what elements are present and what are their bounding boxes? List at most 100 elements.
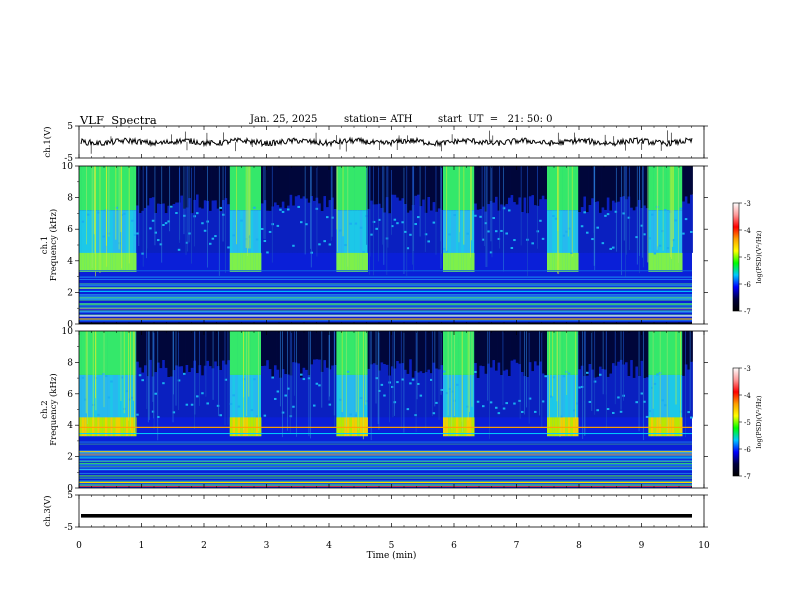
spectrogram-emission-band: [549, 252, 553, 272]
spectrogram-mid-band: [123, 210, 127, 272]
spectrogram-high-band: [349, 331, 353, 375]
spectrogram-quiet-region: [203, 200, 207, 253]
spectrogram-speckle: [575, 402, 579, 405]
spectrogram-quiet-region: [328, 369, 332, 418]
spectrogram-dark-region: [388, 331, 392, 376]
spectrogram-emission-band: [125, 252, 129, 272]
spectrogram-emission-band: [669, 252, 673, 272]
spectrogram-quiet-region: [196, 194, 199, 253]
colorbar-ch2: [732, 367, 740, 477]
spectrogram-high-band: [471, 331, 475, 375]
spectrogram-quiet-region: [162, 203, 166, 253]
spectrogram-quiet-region: [401, 363, 405, 418]
spectrogram-mid-band: [107, 374, 111, 437]
spectrogram-speckle: [159, 243, 163, 246]
spectrogram-emission-band: [349, 252, 353, 272]
spectrogram-dark-region: [534, 166, 537, 206]
spectrogram-dark-region: [268, 331, 272, 370]
y-tick-label: 2: [67, 288, 73, 298]
spectrogram-high-band: [354, 166, 358, 211]
colorbar-label: log(PSD)(V²/Hz): [755, 230, 763, 283]
spectrogram-mid-band: [648, 374, 652, 437]
spectrogram-line: [79, 290, 692, 292]
spectrogram-dark-region: [209, 331, 212, 367]
spectrogram-dark-region: [409, 166, 413, 211]
spectrogram-mid-band: [349, 210, 353, 272]
spectrogram-speckle: [141, 252, 144, 255]
spectrogram-speckle: [643, 400, 646, 403]
spectrogram-quiet-region: [323, 360, 327, 418]
spectrogram-speckle: [495, 230, 498, 233]
spectrogram-speckle: [84, 398, 87, 401]
spectrogram-quiet-region: [427, 197, 431, 253]
spectrogram-high-band: [125, 166, 129, 211]
spectrogram-dark-region: [406, 166, 410, 213]
spectrogram-dark-region: [326, 331, 329, 368]
spectrogram-quiet-region: [599, 366, 602, 418]
spectrogram-high-band: [443, 331, 446, 375]
spectrogram-dark-region: [508, 166, 511, 198]
spectrogram-high-band: [86, 166, 90, 211]
spectrogram-high-band: [570, 331, 574, 375]
spectrogram-mid-band: [677, 374, 680, 437]
spectrogram-dark-region: [521, 166, 524, 213]
spectrogram-dark-region: [367, 166, 371, 209]
spectrogram-dark-region: [404, 331, 407, 370]
spectrogram-mid-band: [102, 210, 106, 272]
spectrogram-dark-region: [331, 166, 335, 198]
spectrogram-mid-band: [112, 210, 116, 272]
spectrogram-quiet-region: [313, 200, 316, 253]
spectrogram-quiet-region: [320, 211, 324, 253]
spectrogram-emission-band: [562, 252, 566, 272]
spectrogram-dark-region: [495, 331, 498, 371]
spectrogram-speckle: [562, 234, 566, 237]
spectrogram-speckle: [578, 386, 581, 389]
spectrogram-high-band: [677, 331, 680, 375]
spectrogram-mid-band: [450, 210, 454, 272]
spectrogram-quiet-region: [435, 368, 439, 418]
spectrogram-faint-line: [79, 464, 692, 466]
spectrogram-dark-region: [432, 166, 436, 203]
spectrogram-dark-region: [612, 331, 615, 364]
spectrogram-high-band: [346, 166, 350, 211]
spectrogram-dark-region: [422, 331, 426, 374]
spectrogram-speckle: [653, 252, 657, 255]
spectrogram-speckle: [401, 378, 404, 381]
spectrogram-speckle: [430, 378, 433, 381]
spectrogram-quiet-region: [222, 360, 225, 418]
spectrogram-quiet-region: [440, 365, 444, 418]
spectrogram-dark-region: [437, 166, 441, 209]
spectrogram-dark-region: [287, 166, 290, 206]
y-axis-label: Frequency (kHz): [48, 373, 59, 445]
spectrogram-speckle: [409, 382, 412, 385]
spectrogram-speckle: [214, 235, 217, 238]
spectrogram-quiet-region: [422, 199, 426, 253]
spectrogram-emission-band: [235, 252, 238, 272]
y-tick-label: 0: [67, 320, 73, 330]
spectrogram-quiet-region: [385, 197, 389, 253]
spectrogram-quiet-region: [216, 366, 220, 418]
spectrogram-quiet-region: [289, 194, 293, 253]
spectrogram-emission-band: [133, 252, 137, 272]
spectrogram-dark-region: [149, 166, 153, 199]
spectrogram-mid-band: [89, 374, 93, 437]
spectrogram-quiet-region: [190, 367, 194, 418]
spectrogram-dark-region: [513, 166, 517, 203]
spectrogram-dark-region: [294, 166, 298, 197]
spectrogram-dark-region: [606, 331, 610, 377]
spectrogram-quiet-region: [409, 210, 413, 253]
spectrogram-dark-region: [645, 331, 649, 378]
spectrogram-high-band: [112, 166, 116, 211]
spectrogram-dark-region: [136, 331, 140, 362]
spectrogram-mid-band: [445, 374, 449, 437]
spectrogram-faint-line: [79, 299, 692, 301]
spectrogram-mid-band: [562, 210, 566, 272]
spectrogram-speckle: [656, 373, 659, 376]
spectrogram-quiet-region: [300, 377, 303, 418]
spectrogram-faint-line: [79, 304, 692, 306]
spectrogram-high-band: [560, 166, 563, 211]
spectrogram-emission-band: [365, 252, 368, 272]
spectrogram-emission-band: [258, 252, 262, 272]
spectrogram-quiet-region: [305, 369, 309, 418]
spectrogram-line: [79, 485, 692, 487]
